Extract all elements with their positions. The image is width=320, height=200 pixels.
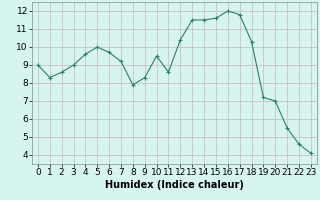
X-axis label: Humidex (Indice chaleur): Humidex (Indice chaleur) bbox=[105, 180, 244, 190]
